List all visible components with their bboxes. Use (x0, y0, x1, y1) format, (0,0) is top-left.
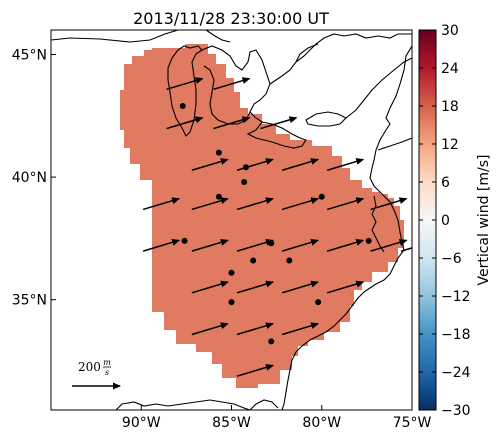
wind-vector-arrow (213, 116, 251, 130)
scale-arrow-label: 200 (78, 360, 101, 374)
station-marker (315, 299, 322, 306)
wind-vector-arrow (142, 239, 181, 252)
station-marker (179, 103, 186, 109)
colorbar-tick-label: −24 (441, 365, 471, 381)
st-lawrence (345, 57, 412, 119)
lon-tick-label: 85°W (212, 415, 251, 431)
scale-arrow-legend: 200 m s (72, 358, 121, 390)
gulf-coast (115, 399, 251, 410)
wind-vector-arrow (326, 280, 365, 294)
station-markers (179, 103, 372, 345)
wind-vector-arrow (281, 239, 320, 252)
colorbar: 30 24 18 12 6 0 −6 −12 −18 −24 −30 Vertical wind [… (418, 23, 492, 419)
wind-vector-arrow (191, 322, 229, 336)
lon-tick-label: 90°W (122, 415, 161, 431)
colorbar-tick-label: −6 (441, 251, 462, 267)
station-marker (268, 338, 275, 345)
wind-vector-arrow (281, 322, 320, 336)
wind-vector-arrow (326, 239, 365, 252)
lat-tick-label: 40°N (12, 170, 47, 186)
station-marker (268, 240, 275, 247)
wind-vector-arrow (213, 77, 251, 91)
wind-vector-arrow (326, 197, 365, 211)
lake-nipissing-area (295, 33, 412, 63)
lon-tick-label: 80°W (302, 415, 341, 431)
lake-superior-shore (51, 30, 179, 43)
colorbar-tick-label: 12 (441, 137, 459, 153)
wind-vector-arrow (236, 364, 274, 377)
latitude-axis: 45°N 40°N 35°N (12, 48, 56, 309)
wind-vectors (142, 77, 412, 377)
wind-vector-arrow (401, 247, 412, 252)
scale-arrow-unit-num: m (103, 358, 111, 367)
station-marker (250, 257, 257, 264)
colorbar-tick-label: 6 (441, 175, 450, 191)
wind-vector-arrow (236, 322, 274, 336)
station-marker (181, 237, 188, 244)
station-marker (228, 269, 235, 276)
atlantic-coast-north (369, 45, 412, 191)
wind-vector-arrow (236, 158, 274, 171)
lake-superior-east (205, 30, 231, 43)
scale-arrow-unit-den: s (105, 368, 109, 377)
wind-vector-arrow (191, 197, 229, 211)
colorbar-ticks: 30 24 18 12 6 0 −6 −12 −18 −24 −30 (419, 23, 471, 419)
station-marker (215, 193, 222, 200)
wind-vector-arrow (370, 239, 408, 252)
colorbar-tick-label: −12 (441, 289, 471, 305)
colorbar-tick-label: −30 (441, 403, 471, 419)
carolina-coast (281, 249, 405, 410)
wind-vector-arrow (191, 239, 229, 252)
lat-tick-label: 35°N (12, 293, 47, 309)
wind-vector-arrow (281, 280, 320, 294)
lake-erie (246, 121, 307, 149)
wind-vector-arrow (236, 239, 274, 252)
lat-tick-label: 45°N (12, 48, 47, 64)
station-marker (318, 193, 325, 200)
wind-vector-arrow (142, 197, 181, 211)
lake-huron (201, 45, 271, 123)
map-area (51, 30, 412, 410)
longitude-axis: 90°W 85°W 80°W 75°W (122, 405, 432, 431)
colorbar-tick-label: −18 (441, 327, 471, 343)
wind-vector-arrow (260, 116, 298, 130)
wind-vector-arrow (191, 280, 229, 294)
wind-vector-arrow (191, 158, 229, 171)
station-marker (365, 237, 372, 244)
wind-vector-arrow (281, 158, 320, 171)
florida-panhandle (249, 399, 279, 410)
station-marker (228, 299, 235, 306)
wind-vector-arrow (370, 197, 408, 211)
lake-ontario (305, 111, 347, 127)
wind-vector-arrow (166, 77, 204, 91)
wind-vector-arrow (166, 116, 204, 130)
colorbar-tick-label: 30 (441, 23, 459, 39)
wind-vector-arrow (236, 197, 274, 211)
wind-vector-arrow (236, 280, 274, 294)
wind-vector-arrow (281, 197, 320, 211)
lower-michigan-shore (203, 65, 251, 125)
colorbar-tick-label: 0 (441, 213, 450, 229)
station-marker (242, 164, 249, 171)
map-title: 2013/11/28 23:30:00 UT (133, 9, 329, 28)
station-marker (215, 149, 222, 156)
wind-vector-arrow (326, 158, 365, 171)
colorbar-label: Vertical wind [m/s] (476, 155, 492, 286)
lon-tick-label: 75°W (393, 415, 432, 431)
colorbar-tick-label: 24 (441, 61, 459, 77)
station-marker (241, 179, 248, 185)
colorbar-tick-label: 18 (441, 99, 459, 115)
long-island (377, 137, 412, 151)
station-marker (286, 257, 293, 264)
